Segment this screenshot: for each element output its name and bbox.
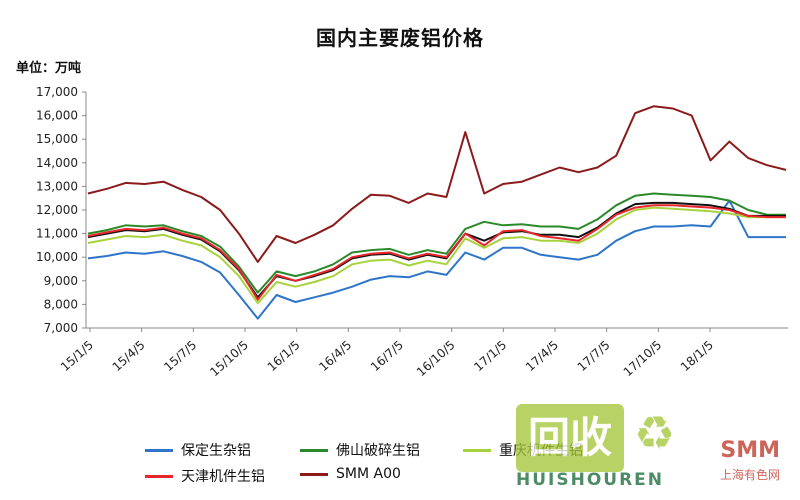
x-tick-label: 16/1/5 bbox=[265, 338, 303, 374]
x-tick-label: 17/10/5 bbox=[621, 338, 665, 379]
legend-item: 保定生杂铝 bbox=[145, 440, 251, 460]
x-tick-label: 15/7/5 bbox=[161, 338, 199, 374]
watermark: 回收 HUISHOUREN ♻ SMM 上海有色网 bbox=[516, 404, 786, 494]
y-tick-label: 10,000 bbox=[36, 250, 78, 264]
legend-label: SMM A00 bbox=[336, 466, 401, 482]
y-tick-label: 15,000 bbox=[36, 132, 78, 146]
x-tick-label: 16/4/5 bbox=[316, 338, 354, 374]
y-tick-label: 17,000 bbox=[36, 85, 78, 99]
legend-swatch bbox=[300, 448, 328, 452]
y-tick-label: 9,000 bbox=[44, 274, 78, 288]
legend-swatch bbox=[463, 448, 491, 452]
legend-item: 佛山破碎生铝 bbox=[300, 440, 420, 460]
smm-logo: SMM bbox=[720, 438, 780, 463]
x-tick-label: 17/4/5 bbox=[523, 338, 561, 374]
y-tick-label: 11,000 bbox=[36, 227, 78, 241]
x-tick-label: 15/1/5 bbox=[58, 338, 96, 374]
recycle-icon: ♻ bbox=[634, 406, 676, 460]
watermark-subtext: HUISHOUREN bbox=[516, 470, 665, 490]
y-tick-label: 13,000 bbox=[36, 179, 78, 193]
legend-item: 天津机件生铝 bbox=[145, 466, 265, 486]
x-tick-label: 16/7/5 bbox=[368, 338, 406, 374]
x-tick-label: 15/4/5 bbox=[110, 338, 148, 374]
x-tick-label: 15/10/5 bbox=[207, 338, 251, 379]
chart-title: 国内主要废铝价格 bbox=[316, 26, 484, 50]
legend-swatch bbox=[145, 474, 173, 478]
x-tick-label: 16/10/5 bbox=[414, 338, 458, 379]
legend-item: SMM A00 bbox=[300, 466, 401, 482]
legend-label: 天津机件生铝 bbox=[181, 469, 265, 485]
legend-label: 佛山破碎生铝 bbox=[336, 443, 420, 459]
series-line bbox=[87, 199, 786, 320]
series-line bbox=[87, 105, 787, 263]
watermark-logo: 回收 bbox=[516, 404, 624, 472]
legend-label: 保定生杂铝 bbox=[181, 443, 251, 459]
y-tick-label: 14,000 bbox=[36, 156, 78, 170]
unit-label: 单位：万吨 bbox=[16, 61, 82, 76]
y-tick-label: 7,000 bbox=[44, 321, 78, 335]
series-line bbox=[87, 206, 786, 305]
legend-swatch bbox=[300, 472, 328, 476]
series-line bbox=[87, 192, 786, 294]
x-tick-label: 17/1/5 bbox=[471, 338, 509, 374]
y-tick-label: 12,000 bbox=[36, 203, 78, 217]
series-line bbox=[87, 201, 786, 299]
x-tick-label: 17/7/5 bbox=[575, 338, 613, 374]
smm-logo-cn: 上海有色网 bbox=[719, 468, 780, 482]
legend-swatch bbox=[145, 448, 173, 452]
series-line bbox=[87, 204, 786, 301]
y-tick-label: 16,000 bbox=[36, 109, 78, 123]
y-tick-label: 8,000 bbox=[44, 297, 78, 311]
x-tick-label: 18/1/5 bbox=[678, 338, 716, 374]
